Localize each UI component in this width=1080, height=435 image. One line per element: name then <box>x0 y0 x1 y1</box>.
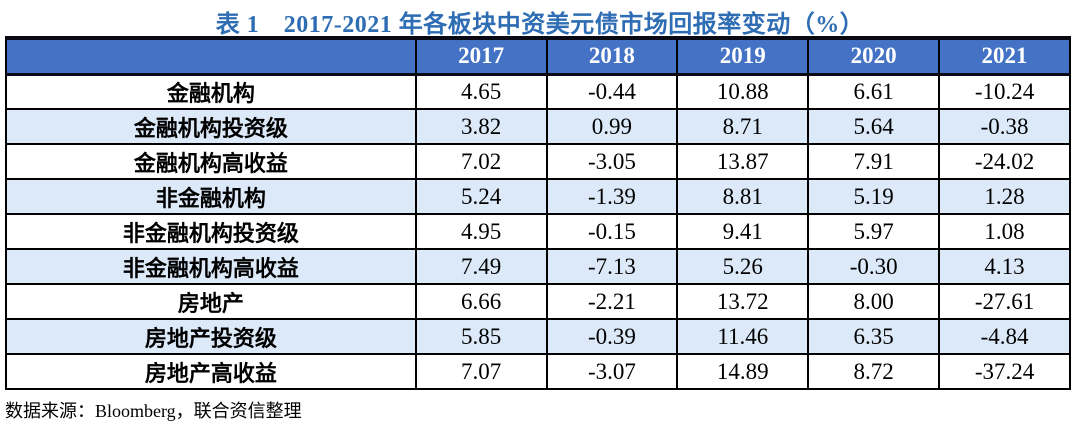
value-cell: -27.61 <box>938 283 1071 320</box>
table-row: 非金融机构投资级 4.95 -0.15 9.41 5.97 1.08 <box>5 213 1071 250</box>
value-cell: -4.84 <box>938 318 1071 355</box>
value-cell: -1.39 <box>545 178 679 215</box>
value-cell: 5.26 <box>676 248 810 285</box>
value-cell: 6.35 <box>807 318 941 355</box>
year-header-2017: 2017 <box>414 36 548 76</box>
table-row: 房地产投资级 5.85 -0.39 11.46 6.35 -4.84 <box>5 318 1071 355</box>
value-cell: 7.49 <box>414 248 548 285</box>
value-cell: 7.02 <box>414 143 548 180</box>
value-cell: 4.95 <box>414 213 548 250</box>
value-cell: -7.13 <box>545 248 679 285</box>
data-source-note: 数据来源：Bloomberg，联合资信整理 <box>5 401 302 421</box>
table-row: 房地产 6.66 -2.21 13.72 8.00 -27.61 <box>5 283 1071 320</box>
row-label-cell: 非金融机构 <box>5 178 417 215</box>
row-label-cell: 房地产 <box>5 283 417 320</box>
row-label-cell: 金融机构投资级 <box>5 108 417 145</box>
year-header-2020: 2020 <box>807 36 941 76</box>
value-cell: 8.71 <box>676 108 810 145</box>
corner-header-cell <box>5 36 417 76</box>
value-cell: 5.64 <box>807 108 941 145</box>
value-cell: 0.99 <box>545 108 679 145</box>
value-cell: 8.00 <box>807 283 941 320</box>
value-cell: 4.65 <box>414 73 548 110</box>
value-cell: -0.15 <box>545 213 679 250</box>
value-cell: -3.05 <box>545 143 679 180</box>
page-title: 表 1 2017-2021 年各板块中资美元债市场回报率变动（%） <box>215 12 865 38</box>
table-row: 金融机构投资级 3.82 0.99 8.71 5.64 -0.38 <box>5 108 1071 145</box>
year-header-2019: 2019 <box>676 36 810 76</box>
value-cell: 4.13 <box>938 248 1071 285</box>
row-label-cell: 房地产高收益 <box>5 353 417 390</box>
value-cell: 8.81 <box>676 178 810 215</box>
value-cell: -3.07 <box>545 353 679 390</box>
table-row: 非金融机构 5.24 -1.39 8.81 5.19 1.28 <box>5 178 1071 215</box>
value-cell: -0.39 <box>545 318 679 355</box>
table-body: 金融机构 4.65 -0.44 10.88 6.61 -10.24 金融机构投资… <box>5 73 1071 390</box>
row-label-cell: 非金融机构高收益 <box>5 248 417 285</box>
value-cell: 14.89 <box>676 353 810 390</box>
year-header-2018: 2018 <box>545 36 679 76</box>
value-cell: 1.28 <box>938 178 1071 215</box>
value-cell: -0.44 <box>545 73 679 110</box>
value-cell: -37.24 <box>938 353 1071 390</box>
value-cell: 7.07 <box>414 353 548 390</box>
value-cell: -24.02 <box>938 143 1071 180</box>
table-row: 非金融机构高收益 7.49 -7.13 5.26 -0.30 4.13 <box>5 248 1071 285</box>
value-cell: 8.72 <box>807 353 941 390</box>
value-cell: 5.97 <box>807 213 941 250</box>
table-header-row: 2017 2018 2019 2020 2021 <box>5 36 1071 76</box>
value-cell: -2.21 <box>545 283 679 320</box>
value-cell: 5.24 <box>414 178 548 215</box>
value-cell: 6.61 <box>807 73 941 110</box>
value-cell: -0.30 <box>807 248 941 285</box>
row-label-cell: 非金融机构投资级 <box>5 213 417 250</box>
value-cell: 11.46 <box>676 318 810 355</box>
value-cell: -10.24 <box>938 73 1071 110</box>
value-cell: 7.91 <box>807 143 941 180</box>
table-row: 金融机构 4.65 -0.44 10.88 6.61 -10.24 <box>5 73 1071 110</box>
value-cell: 5.85 <box>414 318 548 355</box>
year-header-2021: 2021 <box>938 36 1071 76</box>
value-cell: 13.72 <box>676 283 810 320</box>
table-row: 房地产高收益 7.07 -3.07 14.89 8.72 -37.24 <box>5 353 1071 390</box>
row-label-cell: 金融机构高收益 <box>5 143 417 180</box>
returns-table: 2017 2018 2019 2020 2021 金融机构 4.65 -0.44… <box>5 36 1071 390</box>
value-cell: 5.19 <box>807 178 941 215</box>
value-cell: 13.87 <box>676 143 810 180</box>
value-cell: 9.41 <box>676 213 810 250</box>
row-label-cell: 金融机构 <box>5 73 417 110</box>
value-cell: 1.08 <box>938 213 1071 250</box>
table-row: 金融机构高收益 7.02 -3.05 13.87 7.91 -24.02 <box>5 143 1071 180</box>
value-cell: 6.66 <box>414 283 548 320</box>
row-label-cell: 房地产投资级 <box>5 318 417 355</box>
value-cell: 3.82 <box>414 108 548 145</box>
value-cell: 10.88 <box>676 73 810 110</box>
value-cell: -0.38 <box>938 108 1071 145</box>
